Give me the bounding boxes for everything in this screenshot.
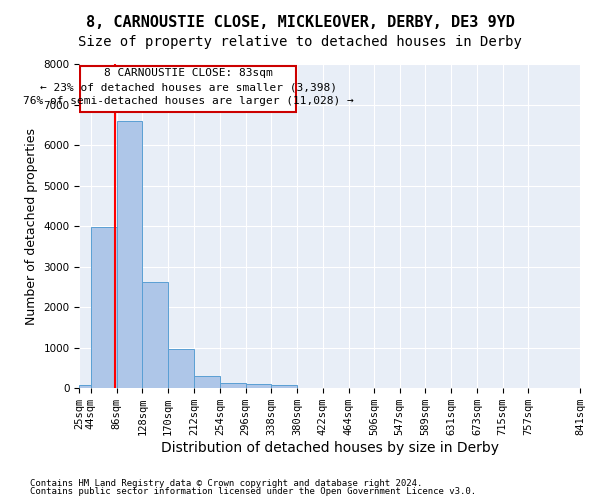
Text: ← 23% of detached houses are smaller (3,398): ← 23% of detached houses are smaller (3,… xyxy=(40,82,337,92)
Text: 76% of semi-detached houses are larger (11,028) →: 76% of semi-detached houses are larger (… xyxy=(23,96,353,106)
Text: Contains public sector information licensed under the Open Government Licence v3: Contains public sector information licen… xyxy=(30,487,476,496)
X-axis label: Distribution of detached houses by size in Derby: Distribution of detached houses by size … xyxy=(161,441,499,455)
Bar xyxy=(245,384,271,388)
Bar xyxy=(168,350,194,388)
Bar xyxy=(194,376,220,388)
Text: Size of property relative to detached houses in Derby: Size of property relative to detached ho… xyxy=(78,35,522,49)
Bar xyxy=(220,383,245,388)
Bar xyxy=(142,282,168,388)
Bar xyxy=(79,385,91,388)
Y-axis label: Number of detached properties: Number of detached properties xyxy=(25,128,38,324)
Text: 8 CARNOUSTIE CLOSE: 83sqm: 8 CARNOUSTIE CLOSE: 83sqm xyxy=(104,68,272,78)
Bar xyxy=(91,227,116,388)
FancyBboxPatch shape xyxy=(80,66,296,112)
Bar xyxy=(271,384,297,388)
Bar xyxy=(116,120,142,388)
Text: 8, CARNOUSTIE CLOSE, MICKLEOVER, DERBY, DE3 9YD: 8, CARNOUSTIE CLOSE, MICKLEOVER, DERBY, … xyxy=(86,15,514,30)
Text: Contains HM Land Registry data © Crown copyright and database right 2024.: Contains HM Land Registry data © Crown c… xyxy=(30,478,422,488)
